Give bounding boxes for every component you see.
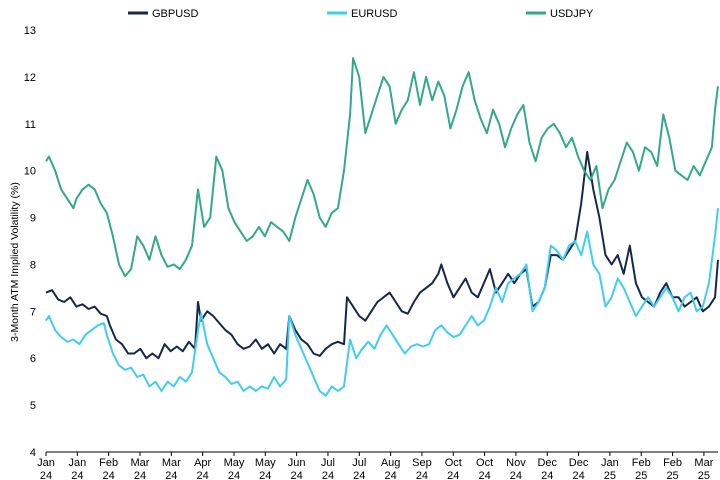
x-tick-year-label: 24	[134, 470, 146, 480]
x-tick-year-label: 25	[635, 470, 647, 480]
x-tick-month-label: Mar	[694, 457, 713, 469]
x-tick-year-label: 24	[322, 470, 334, 480]
x-tick-year-label: 25	[698, 470, 710, 480]
x-tick-month-label: Oct	[445, 457, 462, 469]
x-tick-year-label: 24	[228, 470, 240, 480]
legend-label-usdjpy: USDJPY	[550, 8, 594, 20]
x-tick-month-label: Aug	[381, 457, 401, 469]
x-tick-month-label: Apr	[194, 457, 211, 469]
x-tick-year-label: 24	[510, 470, 522, 480]
series-line-gbpusd	[45, 150, 719, 360]
y-tick-label: 6	[30, 353, 36, 365]
x-tick-year-label: 24	[71, 470, 83, 480]
x-tick-year-label: 24	[259, 470, 271, 480]
x-tick-year-label: 24	[447, 470, 459, 480]
x-tick-year-label: 24	[478, 470, 490, 480]
y-tick-label: 11	[25, 119, 36, 131]
x-tick-year-label: 24	[291, 470, 303, 480]
y-tick-label: 12	[24, 72, 36, 84]
x-tick-month-label: Jul	[321, 457, 335, 469]
x-tick-year-label: 24	[197, 470, 209, 480]
x-tick-month-label: Oct	[476, 457, 493, 469]
x-tick-year-label: 24	[416, 470, 428, 480]
x-tick-month-label: Jul	[352, 457, 366, 469]
y-tick-label: 8	[30, 259, 36, 271]
x-tick-month-label: Feb	[663, 457, 682, 469]
legend-label-gbpusd: GBPUSD	[152, 8, 199, 20]
y-tick-label: 7	[30, 306, 36, 318]
x-tick-month-label: Dec	[569, 457, 589, 469]
x-tick-year-label: 25	[666, 470, 678, 480]
x-tick-year-label: 24	[103, 470, 115, 480]
x-tick-month-label: Feb	[632, 457, 651, 469]
x-tick-year-label: 24	[40, 470, 52, 480]
series-line-usdjpy	[45, 57, 719, 278]
x-tick-year-label: 24	[165, 470, 177, 480]
x-tick-month-label: Jan	[601, 457, 619, 469]
series-lines	[45, 57, 719, 397]
y-tick-label: 4	[30, 447, 36, 459]
x-tick-month-label: Jan	[37, 457, 55, 469]
x-tick-year-label: 25	[604, 470, 616, 480]
x-tick-month-label: Jan	[68, 457, 86, 469]
x-tick-month-label: Mar	[162, 457, 181, 469]
x-tick-year-label: 24	[541, 470, 553, 480]
x-tick-month-label: May	[255, 457, 276, 469]
y-tick-label: 13	[24, 25, 36, 37]
x-axis-ticks: Jan24Jan24Feb24Mar24Mar24Apr24May24May24…	[37, 452, 714, 480]
y-axis-ticks: 4 5 6 7 8 9 10 11 12 13	[24, 25, 36, 459]
y-tick-label: 9	[30, 213, 36, 225]
x-tick-month-label: May	[224, 457, 245, 469]
x-tick-month-label: Mar	[131, 457, 150, 469]
legend-label-eurusd: EURUSD	[351, 8, 398, 20]
x-tick-year-label: 24	[353, 470, 365, 480]
y-tick-label: 5	[30, 400, 36, 412]
x-tick-year-label: 24	[572, 470, 584, 480]
x-tick-year-label: 24	[384, 470, 396, 480]
x-tick-month-label: Nov	[506, 457, 526, 469]
y-tick-label: 10	[24, 166, 36, 178]
x-tick-month-label: Sep	[412, 457, 432, 469]
series-line-eurusd	[45, 208, 719, 397]
x-tick-month-label: Feb	[99, 457, 118, 469]
y-axis-label: 3-Month ATM Implied Volatility (%)	[9, 182, 21, 342]
x-tick-month-label: Jun	[288, 457, 306, 469]
chart-legend: GBPUSD EURUSD USDJPY	[128, 8, 594, 20]
x-tick-month-label: Dec	[537, 457, 557, 469]
